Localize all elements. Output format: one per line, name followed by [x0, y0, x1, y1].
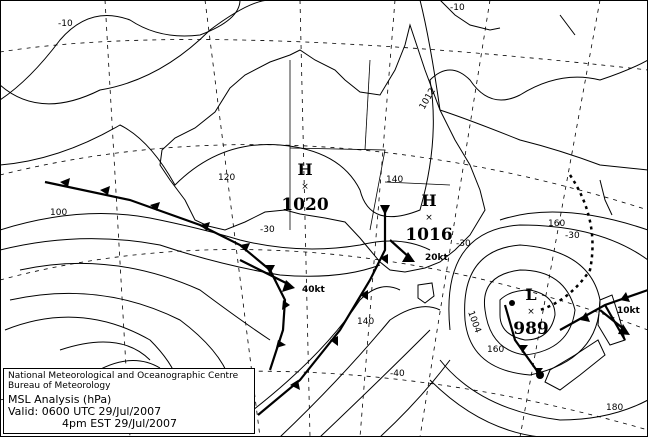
grid-label: 100	[50, 208, 67, 218]
organisation-name: National Meteorological and Oceanographi…	[8, 371, 239, 381]
cold-front-west	[44, 180, 287, 371]
isobar-label: 1004	[465, 310, 482, 335]
grid-label: 160	[548, 219, 565, 229]
grid-label: -10	[450, 3, 465, 13]
wind-label: 40kt	[302, 285, 326, 295]
high-pressure-value: 1016	[405, 225, 452, 245]
grid-label: 140	[357, 317, 374, 327]
trough-line	[539, 174, 594, 312]
chart-info-box: National Meteorological and Oceanographi…	[3, 368, 255, 434]
grid-label: -30	[456, 239, 471, 249]
high-pressure-value: 1020	[281, 195, 328, 215]
centre-marker-icon: ×	[425, 213, 433, 223]
grid-label: -40	[390, 369, 405, 379]
valid-time-local: 4pm EST 29/Jul/2007	[62, 417, 178, 430]
low-symbol: L	[525, 285, 536, 304]
wind-arrows	[239, 239, 630, 335]
valid-time-utc: Valid: 0600 UTC 29/Jul/2007	[8, 405, 162, 418]
chart-title: MSL Analysis (hPa)	[8, 393, 112, 406]
pressure-centres: H × 1020 H × 1016 L × 989	[281, 160, 548, 339]
grid-label: -30	[260, 225, 275, 235]
high-symbol: H	[297, 160, 312, 179]
centre-marker-icon: ×	[527, 307, 535, 317]
occluded-front	[503, 304, 541, 376]
low-pressure-value: 989	[513, 319, 549, 339]
bureau-name: Bureau of Meteorology	[8, 381, 111, 391]
state-borders	[289, 59, 451, 231]
isobar-label: 1012	[418, 87, 438, 112]
coastlines	[159, 0, 626, 391]
grid-label: 160	[487, 345, 504, 355]
wind-label: 20kt	[425, 253, 449, 263]
grid-label: 180	[606, 403, 623, 413]
grid-label: -10	[58, 19, 73, 29]
grid-label: 120	[218, 173, 235, 183]
grid-labels: -10 -10 -30 -30 -30 -40 100 120 140 140 …	[50, 3, 623, 413]
centre-marker-icon: ×	[301, 182, 309, 192]
grid-label: 140	[386, 175, 403, 185]
cold-front-central	[257, 205, 387, 416]
wind-label: 10kt	[617, 306, 641, 316]
wind-labels: 40kt 20kt 10kt	[302, 253, 641, 316]
grid-label: -30	[565, 231, 580, 241]
high-symbol: H	[421, 191, 436, 210]
fronts	[44, 174, 648, 416]
